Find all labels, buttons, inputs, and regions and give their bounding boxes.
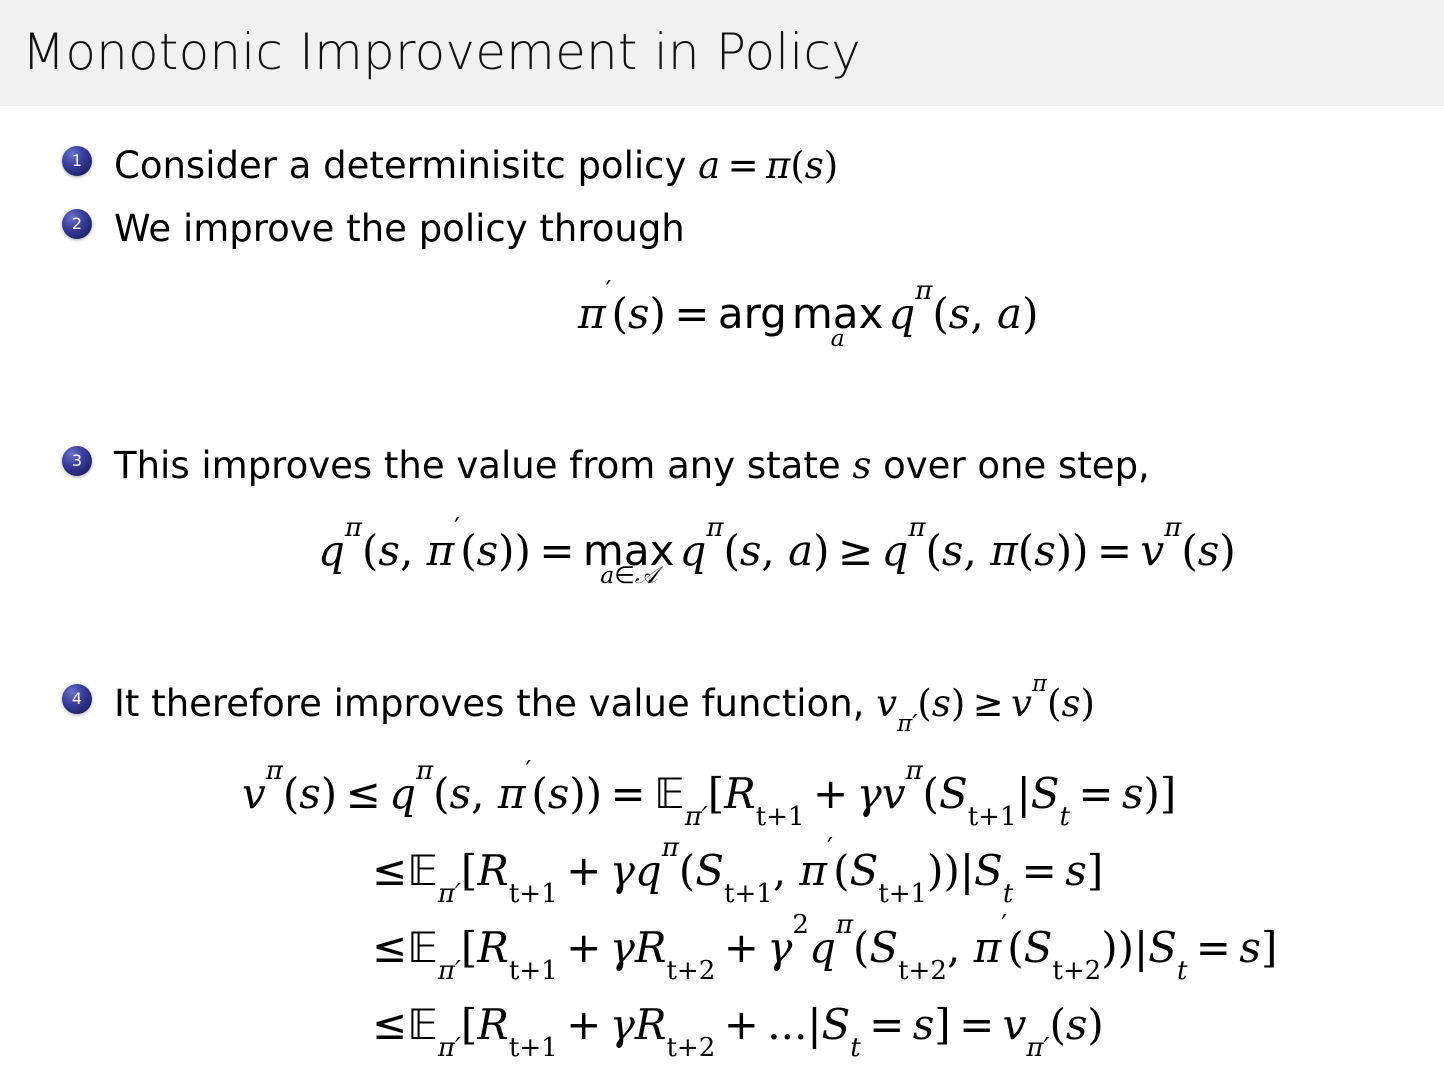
list-item-1-text: Consider a determinisitc policy a = π(s) [114, 146, 838, 186]
bullet-badge-4: 4 [62, 684, 92, 714]
derivation-line-1: vπ(s) ≤ qπ(s, π′(s)) = 𝔼π′[Rt+1 + γvπ(St+1|St =… [242, 756, 1177, 832]
bullet-badge-1: 1 [62, 146, 92, 176]
slide-header-band [0, 0, 1444, 106]
list-item-2: 2 We improve the policy through [62, 209, 685, 249]
derivation-line-4: ≤𝔼π′[Rt+1 + γRt+2 + ...|St = s] = vπ′(s) [372, 1000, 1104, 1063]
derivation-line-2: ≤𝔼π′[Rt+1 + γqπ(St+1, π′(St+1))|St = s] [372, 833, 1104, 909]
list-item-3-label-after: over one step, [883, 444, 1150, 487]
list-item-3-text: This improves the value from any state s… [114, 446, 1150, 486]
list-item-4-text: It therefore improves the value function… [114, 670, 1095, 737]
bullet-badge-2: 2 [62, 209, 92, 239]
list-item-4: 4 It therefore improves the value functi… [62, 670, 1095, 737]
bullet-number-2: 2 [71, 214, 83, 233]
bullet-badge-3: 3 [62, 446, 92, 476]
page-title: Monotonic Improvement in Policy [22, 23, 861, 81]
equation-greedy-improvement: qπ(s, π′(s)) = max a∈𝒜 qπ(s, a) ≥ qπ(s, π(s)) =… [318, 513, 1236, 589]
bullet-number-3: 3 [71, 451, 83, 470]
list-item-1: 1 Consider a determinisitc policy a = π(s) [62, 146, 838, 186]
list-item-3-math: s [852, 444, 872, 487]
list-item-1-label: Consider a determinisitc policy [114, 144, 687, 187]
bullet-number-1: 1 [71, 151, 83, 170]
slide-body: 1 Consider a determinisitc policy a = π(s)… [0, 106, 1444, 1080]
bullet-number-4: 4 [71, 689, 83, 708]
list-item-4-label: It therefore improves the value function… [114, 682, 865, 725]
equation-policy-improvement: π′(s) = arg max a qπ(s, a) [578, 276, 1039, 352]
derivation-line-3: ≤𝔼π′[Rt+1 + γRt+2 + γ2qπ(St+2, π′(St+2))|St =… [372, 910, 1278, 986]
list-item-3-label: This improves the value from any state [114, 444, 841, 487]
list-item-2-text: We improve the policy through [114, 207, 685, 250]
list-item-1-math: a = π(s) [698, 144, 839, 187]
list-item-4-math: vπ′(s) ≥ vπ(s) [876, 670, 1095, 737]
list-item-3: 3 This improves the value from any state… [62, 446, 1150, 486]
